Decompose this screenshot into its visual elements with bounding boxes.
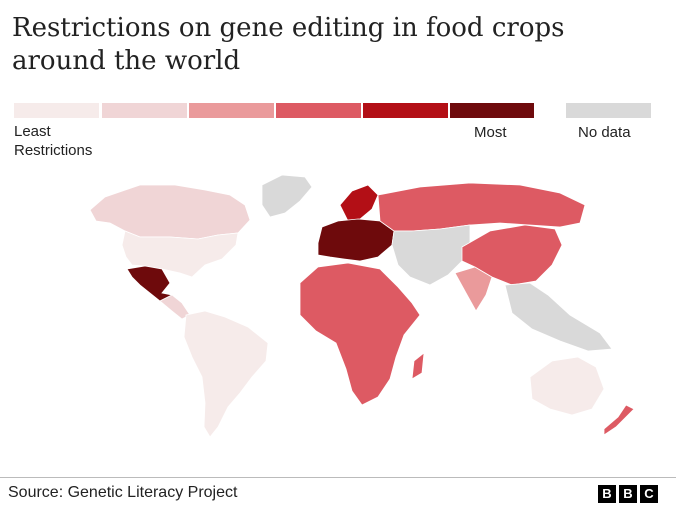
region-southeast-asia [504,282,613,352]
region-middle-east [391,224,471,286]
bbc-logo: B B C [598,485,658,503]
region-mexico [126,265,174,302]
legend-high-label: Most [474,124,507,141]
region-russia [377,182,586,232]
region-canada [89,184,251,240]
logo-letter-b1: B [598,485,616,503]
legend-swatch-6 [450,103,534,118]
footer-divider [0,477,676,478]
legend-swatch-nodata [566,103,651,118]
logo-letter-b2: B [619,485,637,503]
region-madagascar [411,352,425,380]
region-australia [529,356,605,416]
logo-letter-c: C [640,485,658,503]
legend-swatch-3 [189,103,274,118]
region-new-zealand [603,404,635,436]
legend-swatch-1 [14,103,99,118]
region-eu [317,218,395,262]
world-map [89,174,635,438]
region-central-america [159,294,191,320]
region-south-america [183,310,269,438]
legend-nodata-label: No data [578,124,631,141]
region-china [461,224,563,286]
region-greenland [261,174,313,218]
legend-swatch-4 [276,103,361,118]
legend-swatch-5 [363,103,448,118]
region-usa [121,230,239,278]
legend-swatch-2 [102,103,187,118]
region-scandinavia [339,184,379,222]
legend-low-label: Least Restrictions [14,123,93,159]
legend: Least Restrictions Most No data [0,0,676,160]
region-africa [299,262,421,406]
source-note: Source: Genetic Literacy Project [8,484,238,501]
chart-title: Restrictions on gene editing in food cro… [12,13,565,76]
